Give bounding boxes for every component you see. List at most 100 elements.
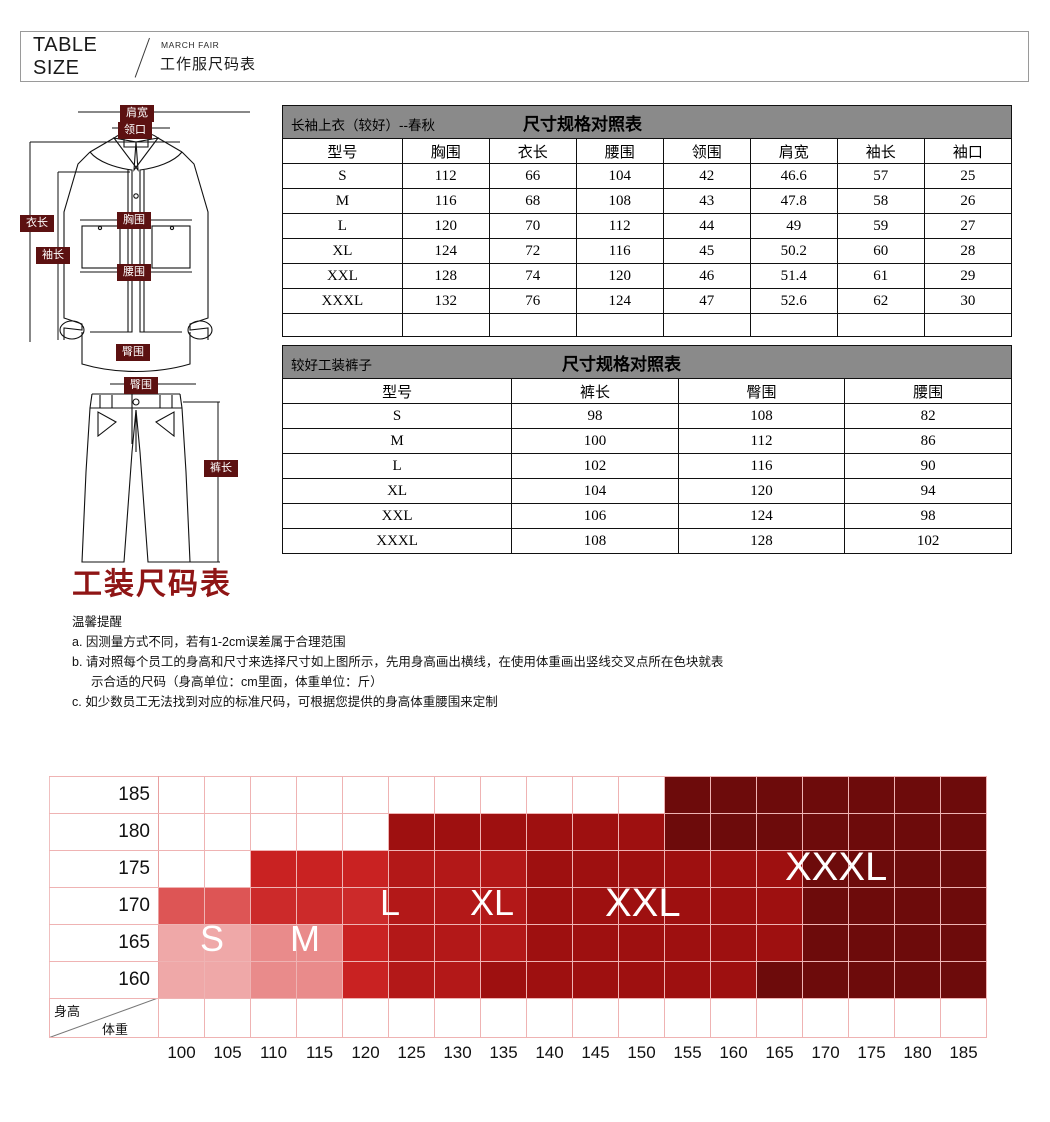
spec-band-row: 较好工装裤子 尺寸规格对照表 (282, 345, 1012, 379)
heatmap-cell (526, 813, 573, 851)
spec-cell: 120 (401, 213, 490, 239)
heatmap-cell (618, 850, 665, 888)
heatmap-cell-fill (895, 925, 940, 961)
spec-band-cell: 长袖上衣（较好）--春秋 尺寸规格对照表 (282, 105, 1012, 139)
heatmap-cell-fill (205, 962, 250, 998)
jacket-spec-table: 长袖上衣（较好）--春秋 尺寸规格对照表 型号 胸围 衣长 腰围 领围 肩宽 袖长 袖口 S 112 6… (282, 105, 1013, 337)
heatmap-row: 160 (49, 961, 987, 999)
heatmap-cell-fill (251, 925, 296, 961)
weight-axis-row: 100 105 110 115 120 125 130 135 140 145 150 155 160 1… (50, 1038, 987, 1069)
weight-axis-spacer (50, 1038, 159, 1069)
heatmap-cell (618, 813, 665, 851)
weight-axis-label: 155 (673, 1043, 702, 1062)
heatmap-cell-fill (573, 962, 618, 998)
spec-cell: 120 (575, 263, 664, 289)
heatmap-cell-fill (757, 925, 802, 961)
heatmap-cell (940, 887, 987, 925)
spec-column-header: 腰围 (844, 378, 1012, 404)
heatmap-cell (526, 887, 573, 925)
spec-column-header: 腰围 (575, 138, 664, 164)
weight-axis-label: 165 (765, 1043, 794, 1062)
heatmap-cell (802, 887, 849, 925)
spec-cell: 108 (575, 188, 664, 214)
notes-heading: 温馨提醒 (72, 615, 123, 629)
spec-cell: 46.6 (749, 163, 838, 189)
heatmap-cell (342, 850, 389, 888)
heatmap-cell (894, 850, 941, 888)
heatmap-cell-fill (757, 777, 802, 813)
heatmap-cell (710, 961, 757, 999)
heatmap-cell (848, 776, 895, 814)
heatmap-cell (848, 813, 895, 851)
heatmap-cell-fill (941, 962, 986, 998)
heatmap-cell (940, 924, 987, 962)
heatmap-cell (710, 813, 757, 851)
weight-axis-label: 120 (351, 1043, 380, 1062)
spec-cell: 94 (844, 478, 1012, 504)
spec-blank-cell (662, 313, 751, 337)
heatmap-cell-fill (343, 925, 388, 961)
spec-cell: M (281, 428, 513, 454)
heatmap-cell-fill (389, 962, 434, 998)
heatmap-cell-fill (849, 814, 894, 850)
spec-band-title: 尺寸规格对照表 (562, 354, 681, 374)
heatmap-cell-fill (941, 925, 986, 961)
heatmap-cell-fill (343, 814, 388, 850)
heatmap-cell-fill (711, 888, 756, 924)
weight-axis-label: 150 (627, 1043, 656, 1062)
spec-cell: 58 (836, 188, 925, 214)
heatmap-footer-cell (296, 998, 343, 1038)
jacket-spec-table-wrap: 长袖上衣（较好）--春秋 尺寸规格对照表 型号 胸围 衣长 腰围 领围 肩宽 袖长 袖口 S 112 6… (282, 105, 1013, 337)
heatmap-cell-fill (251, 777, 296, 813)
spec-cell: 82 (844, 403, 1012, 429)
heatmap-cell (756, 850, 803, 888)
spec-blank-cell (401, 313, 490, 337)
heatmap-cell-fill (803, 888, 848, 924)
spec-cell: 104 (575, 163, 664, 189)
heatmap-cell (204, 924, 251, 962)
brand-line-table: TABLE (33, 34, 98, 56)
heatmap-cell-fill (619, 962, 664, 998)
heatmap-footer-cell (388, 998, 435, 1038)
note-line-a: a. 因测量方式不同，若有1-2cm误差属于合理范围 (72, 635, 346, 649)
weight-axis-label: 170 (811, 1043, 840, 1062)
heatmap-cell (480, 850, 527, 888)
heatmap-cell-fill (159, 925, 204, 961)
heatmap-cell-fill (481, 814, 526, 850)
heatmap-cell-fill (251, 851, 296, 887)
heatmap-cell-fill (343, 851, 388, 887)
heatmap-cell (480, 887, 527, 925)
heatmap-cell-fill (205, 851, 250, 887)
heatmap-cell-fill (573, 888, 618, 924)
heatmap-cell (480, 961, 527, 999)
page-title-red: 工装尺码表 (72, 568, 232, 601)
heatmap-cell (158, 776, 205, 814)
heatmap-footer-cell (342, 998, 389, 1038)
heatmap-cell (342, 924, 389, 962)
heatmap-cell (756, 961, 803, 999)
heatmap-cell (572, 776, 619, 814)
heatmap-cell (250, 813, 297, 851)
heatmap-cell-fill (665, 814, 710, 850)
heatmap-cell (618, 887, 665, 925)
heatmap-cell (664, 887, 711, 925)
note-line-c: c. 如少数员工无法找到对应的标准尺码，可根据您提供的身高体重腰围来定制 (72, 695, 498, 709)
spec-cell: 120 (677, 478, 846, 504)
spec-cell: 29 (923, 263, 1013, 289)
heatmap-cell (756, 924, 803, 962)
label-jacket-length: 衣长 (20, 215, 54, 232)
spec-band-left: 较好工装裤子 (291, 357, 372, 373)
pants-spec-table-wrap: 较好工装裤子 尺寸规格对照表 型号 裤长 臀围 腰围 S 98 108 82 M 100 112 86 L 1… (281, 345, 1012, 554)
heatmap-cell (296, 776, 343, 814)
label-sleeve-length: 袖长 (36, 247, 70, 264)
weight-axis-label: 135 (489, 1043, 518, 1062)
heatmap-cell (526, 850, 573, 888)
heatmap-cell (802, 850, 849, 888)
heatmap-cell (848, 961, 895, 999)
spec-band-row: 长袖上衣（较好）--春秋 尺寸规格对照表 (282, 105, 1012, 139)
heatmap-footer-cell (940, 998, 987, 1038)
heatmap-cell (296, 813, 343, 851)
heatmap-cell-fill (159, 814, 204, 850)
spec-cell: 60 (836, 238, 925, 264)
heatmap-cell (342, 813, 389, 851)
